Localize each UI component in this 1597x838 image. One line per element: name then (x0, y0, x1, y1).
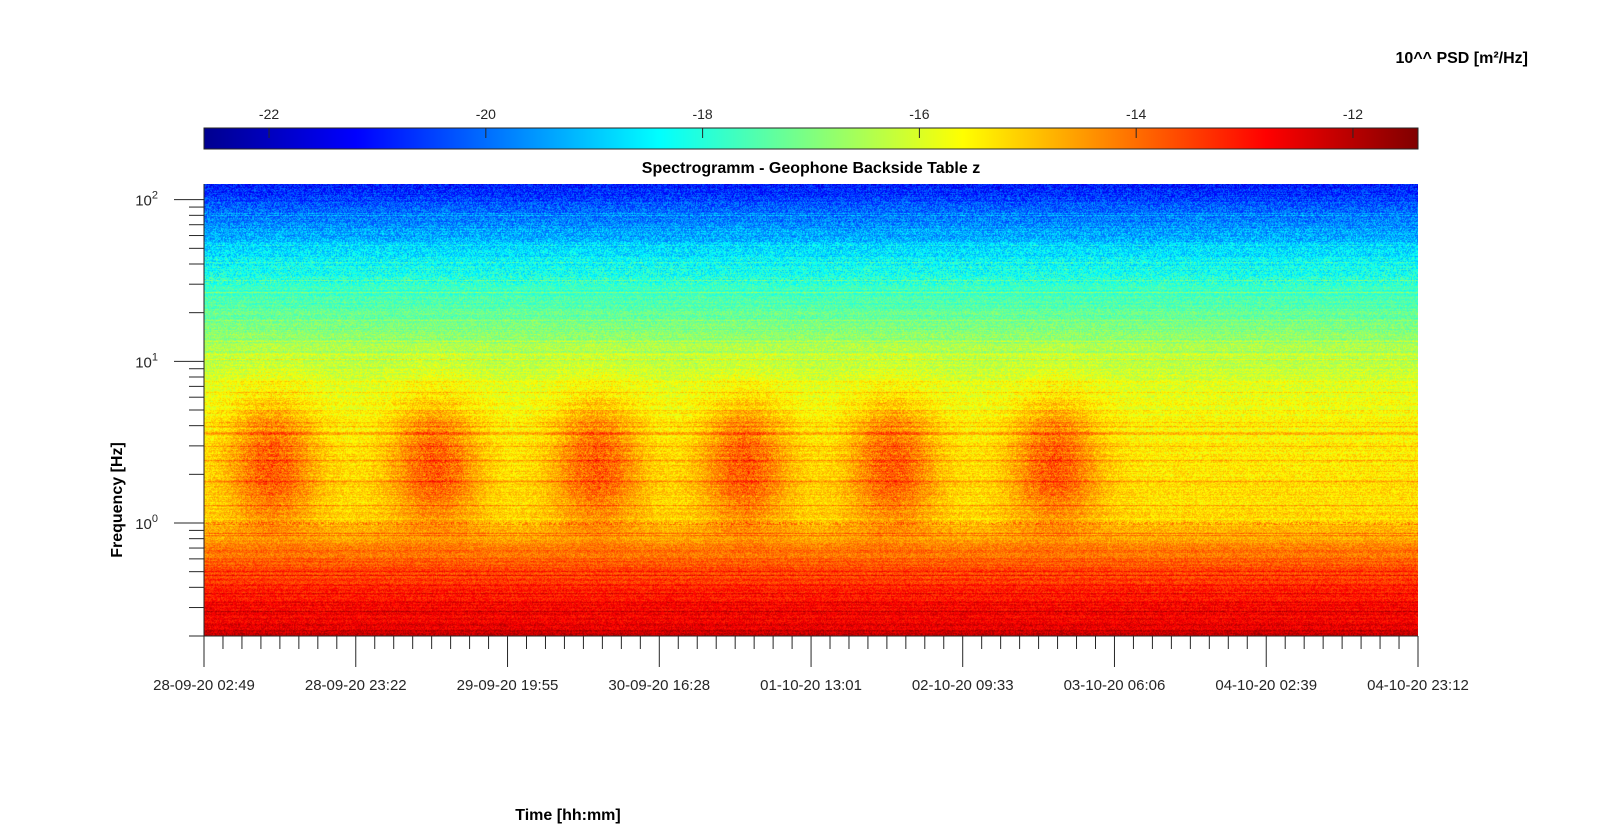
colorbar-ticks (268, 128, 1354, 138)
colorbar-tick-label: -22 (259, 106, 279, 122)
x-tick-label: 04-10-20 02:39 (1215, 677, 1317, 694)
colorbar-tick-label: -20 (476, 106, 496, 122)
y-tick-label: 100 (135, 513, 158, 533)
colorbar-tick-label: -12 (1343, 106, 1363, 122)
x-tick-label: 03-10-20 06:06 (1064, 677, 1166, 694)
x-axis: 28-09-20 02:49 28-09-20 23:22 29-09-20 19:… (153, 635, 1469, 694)
spectrogram-heatmap (204, 184, 1418, 636)
colorbar: -22 -20 -18 -16 -14 -12 (203, 106, 1419, 150)
colorbar-tick-labels: -22 -20 -18 -16 -14 -12 (259, 106, 1363, 122)
x-tick-label: 30-09-20 16:28 (608, 677, 710, 694)
colorbar-gradient (203, 127, 1419, 150)
plot-area: 102 101 100 28-09-20 02:49 28-09-20 23:22 29… (135, 184, 1469, 694)
colorbar-tick-label: -16 (909, 106, 929, 122)
x-tick-label: 01-10-20 13:01 (760, 677, 862, 694)
x-tick-label: 02-10-20 09:33 (912, 677, 1014, 694)
y-tick-label: 102 (135, 190, 158, 210)
y-axis: 102 101 100 (135, 184, 205, 637)
y-axis-label: Frequency [Hz] (109, 442, 126, 558)
colorbar-tick-label: -18 (692, 106, 712, 122)
colorbar-tick-label: -14 (1126, 106, 1146, 122)
x-tick-label: 28-09-20 23:22 (305, 677, 407, 694)
x-tick-label: 04-10-20 23:12 (1367, 677, 1469, 694)
chart-title: Spectrogramm - Geophone Backside Table z (642, 160, 980, 177)
y-tick-label: 101 (135, 351, 158, 371)
x-axis-label: Time [hh:mm] (515, 807, 620, 824)
x-tick-label: 28-09-20 02:49 (153, 677, 255, 694)
colorbar-unit-label: 10^^ PSD [m²/Hz] (1396, 50, 1528, 67)
x-tick-label: 29-09-20 19:55 (457, 677, 559, 694)
